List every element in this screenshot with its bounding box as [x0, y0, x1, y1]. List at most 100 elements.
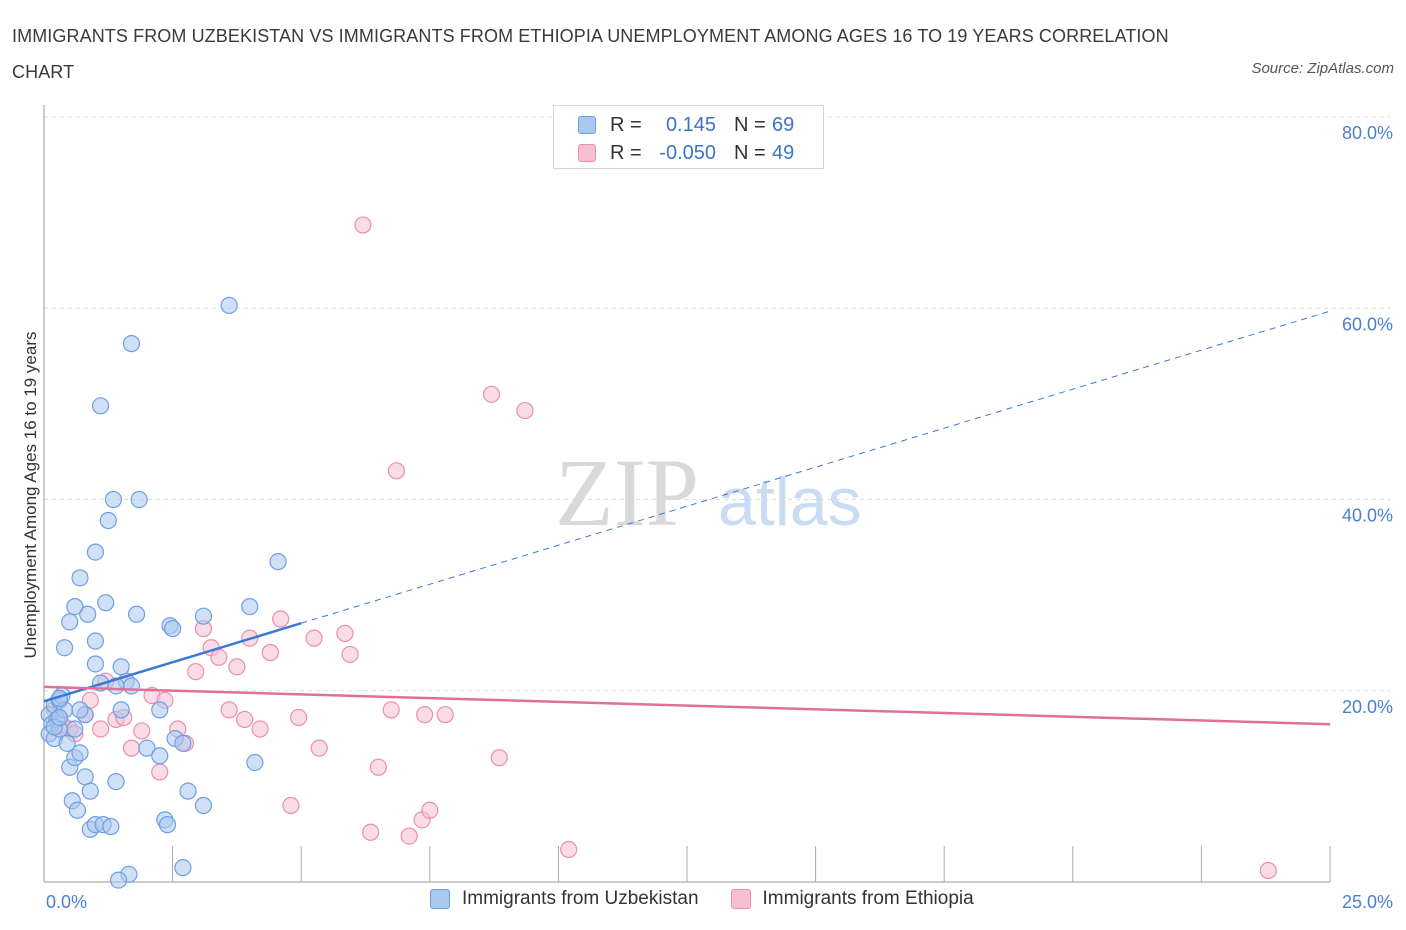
uzbekistan-point [246, 753, 264, 772]
ethiopia-point [382, 701, 400, 719]
y-axis-label: Unemployment Among Ages 16 to 19 years [21, 332, 40, 659]
uzbekistan-point [151, 701, 169, 719]
n-label: N = [734, 141, 766, 164]
uzbekistan-trend-extension [301, 310, 1331, 624]
ethiopia-point [122, 739, 141, 757]
trend-lines [43, 310, 1331, 726]
legend-item-ethiopia[interactable]: Immigrants from Ethiopia [730, 888, 974, 910]
watermark-zip: ZIP [555, 439, 699, 546]
tick-labels: 20.0% 40.0% 60.0% 80.0% 0.0% 25.0% [46, 123, 1393, 912]
uzbekistan-point [79, 605, 97, 623]
n-value: 49 [772, 141, 795, 164]
legend-label-uzbekistan: Immigrants from Uzbekistan [462, 888, 699, 909]
uzbekistan-point [130, 490, 148, 509]
uzbekistan-points [40, 296, 287, 889]
ethiopia-point [354, 216, 372, 234]
ethiopia-point [251, 720, 269, 738]
legend-row-uzbekistan: R = 0.145 N = 69 [578, 112, 794, 138]
uzbekistan-point [81, 782, 99, 800]
x-tick-label: 25.0% [1342, 892, 1393, 912]
uzbekistan-point [164, 619, 182, 638]
ethiopia-point [236, 710, 254, 729]
uzbekistan-point [127, 605, 146, 623]
ethiopia-swatch [730, 889, 751, 909]
r-label: R = [610, 113, 642, 136]
uzbekistan-point [66, 597, 84, 616]
uzbekistan-point [112, 658, 130, 676]
uzbekistan-point [66, 720, 84, 738]
y-tick-label: 60.0% [1342, 314, 1393, 334]
watermark: ZIP atlas [555, 439, 862, 546]
ethiopia-point [272, 610, 290, 628]
uzbekistan-point [91, 397, 110, 415]
uzbekistan-point [174, 859, 192, 877]
uzbekistan-point [138, 739, 156, 757]
ethiopia-point [220, 701, 238, 719]
ethiopia-point [387, 462, 405, 480]
ethiopia-point [261, 643, 279, 662]
uzbekistan-point [107, 772, 125, 791]
axes [43, 105, 1331, 883]
uzbekistan-point [179, 782, 197, 800]
ethiopia-point [228, 658, 246, 676]
ethiopia-point [436, 706, 454, 724]
uzbekistan-point [68, 801, 87, 819]
n-label: N = [734, 113, 766, 136]
uzbekistan-point [174, 734, 192, 752]
uzbekistan-point [102, 817, 120, 836]
source-note: Source: ZipAtlas.com [1251, 60, 1394, 77]
ethiopia-point [133, 722, 151, 740]
uzbekistan-point [86, 632, 105, 650]
legend-row-ethiopia: R = -0.050 N = 49 [578, 140, 794, 166]
uzbekistan-point [50, 708, 69, 727]
uzbekistan-point [112, 701, 130, 719]
ethiopia-point [560, 840, 578, 859]
uzbekistan-point [86, 655, 105, 673]
uzbekistan-point [55, 639, 74, 657]
ethiopia-point [341, 645, 359, 664]
ethiopia-point [91, 720, 110, 738]
ethiopia-swatch [578, 144, 596, 162]
uzbekistan-point [61, 613, 79, 631]
uzbekistan-point [71, 744, 89, 762]
ethiopia-point [187, 663, 205, 681]
uzbekistan-point [220, 296, 238, 314]
r-label: R = [610, 141, 642, 164]
r-value: -0.050 [659, 141, 716, 164]
uzbekistan-point [58, 734, 76, 752]
ethiopia-point [1259, 861, 1277, 880]
uzbekistan-swatch [430, 889, 450, 909]
series-legend: Immigrants from Uzbekistan Immigrants fr… [430, 888, 1006, 910]
ethiopia-point [416, 706, 434, 724]
y-tick-label: 20.0% [1342, 697, 1393, 717]
ethiopia-point [516, 401, 534, 420]
uzbekistan-swatch [578, 116, 596, 134]
chart-title: IMMIGRANTS FROM UZBEKISTAN VS IMMIGRANTS… [12, 26, 1169, 82]
ethiopia-point [290, 708, 308, 727]
uzbekistan-point [99, 511, 117, 530]
n-value: 69 [772, 113, 795, 136]
ethiopia-point [151, 763, 169, 781]
ethiopia-point [369, 758, 387, 776]
ethiopia-point [210, 648, 228, 666]
ethiopia-point [400, 827, 418, 845]
uzbekistan-point [122, 677, 141, 695]
uzbekistan-point [71, 569, 89, 587]
uzbekistan-point [76, 768, 94, 786]
uzbekistan-point [86, 543, 105, 561]
uzbekistan-point [194, 607, 213, 625]
stats-legend: R = 0.145 N = 69 R = -0.050 N = 49 [553, 105, 824, 169]
ethiopia-point [421, 801, 439, 819]
legend-item-uzbekistan[interactable]: Immigrants from Uzbekistan [430, 888, 699, 910]
ethiopia-point [490, 749, 508, 767]
ethiopia-point [336, 624, 354, 642]
legend-label-ethiopia: Immigrants from Ethiopia [762, 888, 974, 909]
ethiopia-points [45, 216, 1277, 880]
watermark-atlas: atlas [718, 464, 862, 540]
uzbekistan-point [269, 553, 287, 571]
uzbekistan-point [122, 335, 141, 353]
y-tick-label: 40.0% [1342, 506, 1393, 526]
uzbekistan-point [71, 701, 89, 719]
r-value: 0.145 [665, 113, 716, 136]
ethiopia-point [362, 823, 380, 841]
